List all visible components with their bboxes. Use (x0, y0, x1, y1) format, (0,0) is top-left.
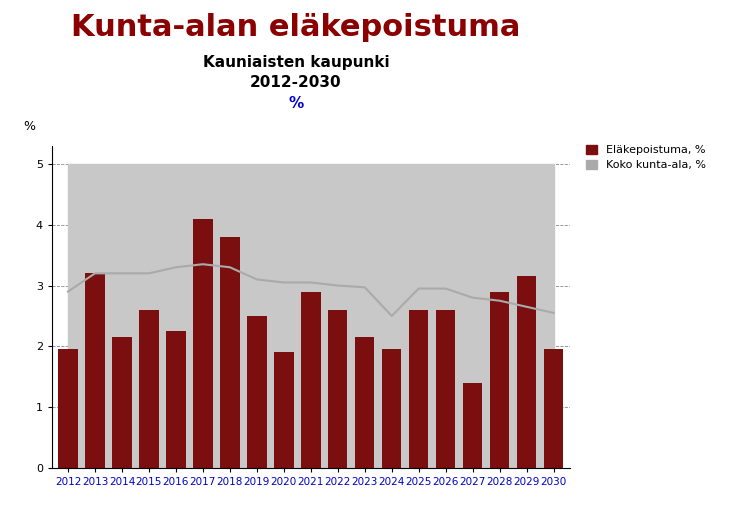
Bar (382, 349, 402, 468)
Bar (58, 349, 78, 468)
Text: %: % (24, 120, 36, 133)
Bar (139, 310, 158, 468)
Text: %: % (289, 96, 303, 111)
Bar (544, 349, 563, 468)
Text: Kauniaisten kaupunki: Kauniaisten kaupunki (203, 55, 389, 70)
Bar (166, 331, 186, 468)
Bar (274, 353, 294, 468)
Bar (436, 310, 455, 468)
Bar (85, 274, 104, 468)
Bar (490, 292, 509, 468)
Bar (517, 277, 536, 468)
Text: 2012-2030: 2012-2030 (250, 75, 342, 90)
Legend: Eläkepoistuma, %, Koko kunta-ala, %: Eläkepoistuma, %, Koko kunta-ala, % (586, 145, 706, 170)
Bar (463, 383, 482, 468)
Text: Kunta-alan eläkepoistuma: Kunta-alan eläkepoistuma (71, 13, 521, 42)
Bar (221, 237, 240, 468)
Bar (355, 337, 374, 468)
Bar (247, 316, 266, 468)
Bar (193, 218, 212, 468)
Bar (112, 337, 132, 468)
Bar (301, 292, 320, 468)
Bar (409, 310, 428, 468)
Bar (328, 310, 348, 468)
